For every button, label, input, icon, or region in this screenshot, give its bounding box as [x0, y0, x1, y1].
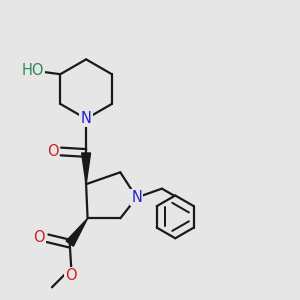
Text: O: O [65, 268, 77, 283]
Polygon shape [82, 153, 91, 184]
Text: O: O [34, 230, 45, 245]
Text: N: N [81, 111, 92, 126]
Text: N: N [131, 190, 142, 205]
Polygon shape [66, 218, 88, 246]
Text: HO: HO [22, 63, 44, 78]
Text: O: O [47, 144, 58, 159]
